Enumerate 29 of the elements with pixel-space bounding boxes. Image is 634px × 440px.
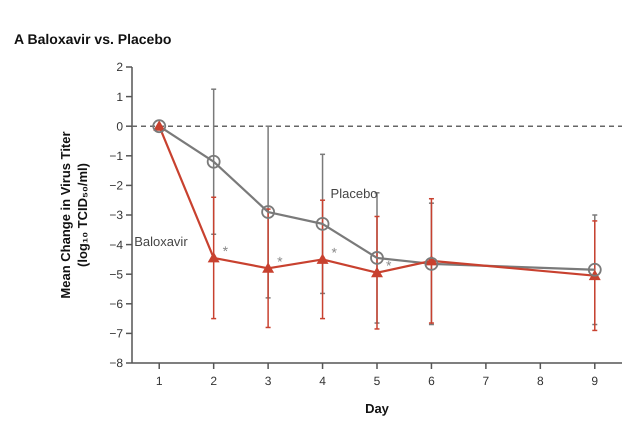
y-axis-title: Mean Change in Virus Titer (log₁₀ TCID₅₀/ml)	[58, 131, 90, 299]
series-label: Placebo	[330, 186, 378, 201]
y-tick-label: −1	[109, 149, 124, 163]
x-tick-label: 7	[482, 374, 490, 388]
annotation: *	[277, 253, 284, 270]
series-label: Baloxavir	[134, 234, 188, 249]
x-tick-label: 1	[156, 374, 163, 388]
x-tick-label: 8	[536, 374, 544, 388]
x-tick-label: 6	[428, 374, 436, 388]
x-tick-label: 2	[210, 374, 218, 388]
chart-title: A Baloxavir vs. Placebo	[14, 31, 172, 47]
y-tick-label: −5	[109, 267, 124, 282]
y-tick-label: −6	[109, 297, 124, 311]
annotation: *	[222, 242, 229, 259]
y-tick-label: −4	[109, 238, 124, 252]
y-tick-label: −7	[109, 326, 124, 341]
y-tick-label: 1	[116, 90, 124, 104]
annotation: *	[332, 244, 338, 260]
x-axis-title: Day	[365, 401, 390, 416]
y-tick-label: 2	[116, 60, 124, 74]
x-tick-label: 4	[319, 374, 326, 388]
y-tick-label: 0	[116, 119, 124, 134]
y-tick-label: −8	[109, 356, 124, 370]
x-tick-label: 3	[264, 374, 272, 388]
y-tick-label: −3	[109, 208, 124, 222]
annotation: *	[386, 258, 392, 274]
y-tick-label: −2	[109, 178, 124, 193]
x-tick-label: 9	[591, 374, 598, 388]
x-tick-label: 5	[374, 374, 381, 388]
